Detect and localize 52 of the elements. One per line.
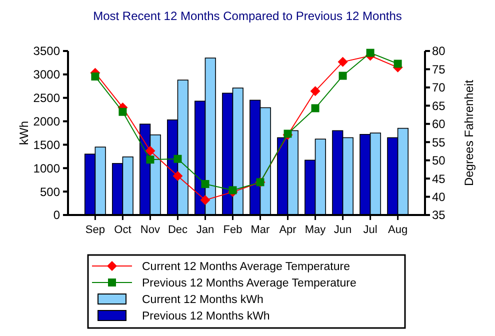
- point: [118, 108, 127, 116]
- y2-tick-label: 55: [432, 135, 446, 150]
- y2-tick-label: 80: [432, 44, 446, 58]
- point: [310, 86, 320, 96]
- y-tick-label: 3500: [33, 44, 60, 58]
- legend-label: Previous 12 Months Average Temperature: [142, 278, 356, 290]
- point: [338, 56, 348, 67]
- y-tick-label: 2000: [33, 114, 60, 128]
- x-tick-label: Apr: [279, 224, 297, 236]
- point: [201, 180, 210, 188]
- legend-label: Previous 12 Months kWh: [142, 310, 270, 323]
- point: [366, 48, 374, 57]
- point: [146, 156, 154, 164]
- y2-tick-label: 35: [432, 208, 446, 222]
- x-tick-label: Dec: [168, 224, 188, 236]
- point: [91, 72, 100, 81]
- point: [174, 154, 182, 163]
- x-tick-label: Aug: [388, 224, 408, 236]
- point: [394, 60, 402, 68]
- y2-tick-label: 40: [432, 190, 446, 204]
- y2-tick-label: 70: [432, 80, 446, 95]
- y-axis-title: kWh: [17, 121, 31, 145]
- point: [200, 195, 210, 206]
- legend-label: Current 12 Months Average Temperature: [142, 261, 350, 274]
- y-tick-label: 3000: [33, 68, 60, 82]
- chart-title: Most Recent 12 Months Compared to Previous 12 Months: [93, 9, 402, 23]
- y-tick-label: 0: [53, 208, 60, 222]
- y-tick-label: 1000: [33, 161, 60, 176]
- point: [145, 146, 156, 156]
- y2-tick-label: 75: [432, 62, 446, 76]
- y2-axis-title: Degrees Fahrenheit: [462, 79, 476, 186]
- legend-label: Current 12 Months kWh: [142, 294, 264, 306]
- point: [311, 104, 320, 112]
- x-tick-label: Mar: [250, 224, 270, 236]
- y2-tick-label: 60: [432, 117, 446, 132]
- y-tick-label: 2500: [33, 91, 60, 106]
- y2-tick-label: 45: [432, 172, 446, 186]
- x-tick-label: Oct: [114, 224, 132, 236]
- point: [338, 72, 347, 80]
- y2-tick-label: 50: [432, 154, 446, 168]
- x-tick-label: May: [304, 224, 326, 236]
- x-tick-label: Feb: [223, 224, 242, 236]
- x-tick-label: Jun: [334, 224, 352, 236]
- y-tick-label: 1500: [33, 138, 60, 152]
- point: [228, 186, 237, 194]
- x-tick-label: Sep: [85, 224, 105, 236]
- x-tick-label: Nov: [140, 224, 160, 236]
- y2-tick-label: 65: [432, 98, 446, 113]
- x-tick-label: Jul: [363, 224, 378, 236]
- y-tick-label: 500: [40, 184, 60, 199]
- point: [172, 171, 183, 182]
- x-tick-label: Jan: [196, 224, 214, 236]
